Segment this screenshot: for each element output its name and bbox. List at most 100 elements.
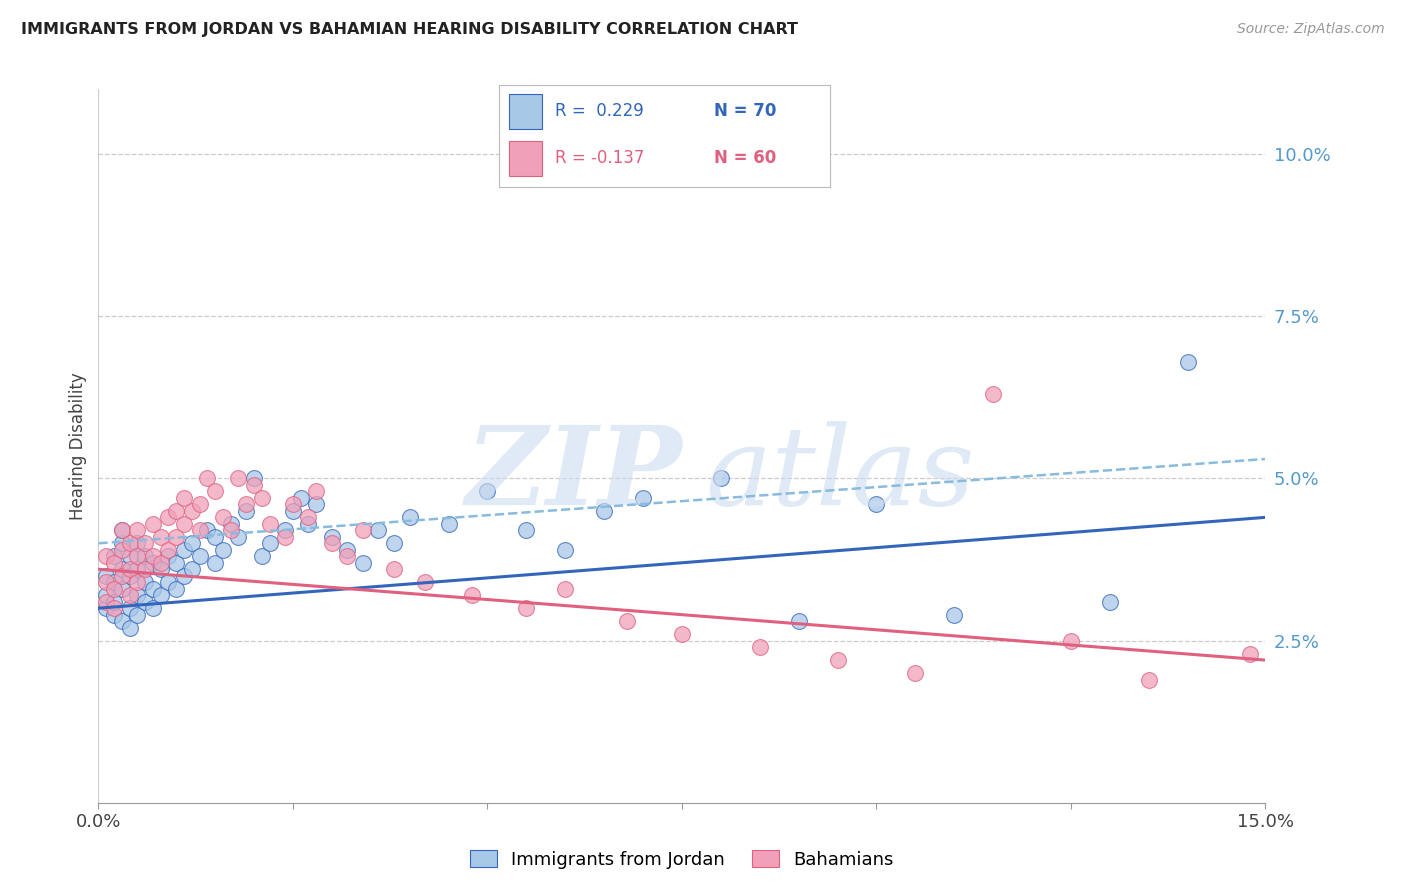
Point <box>118 621 141 635</box>
Point <box>118 562 141 576</box>
Point <box>103 549 125 564</box>
Point <box>118 549 141 564</box>
Point <box>616 614 638 628</box>
Point <box>134 595 156 609</box>
Point <box>1177 354 1199 368</box>
Point <box>127 562 149 576</box>
Point <box>195 524 218 538</box>
Point <box>142 556 165 570</box>
Point <box>149 530 172 544</box>
Text: R =  0.229: R = 0.229 <box>555 102 644 120</box>
Point <box>243 471 266 485</box>
Point <box>235 504 257 518</box>
Point <box>111 568 134 582</box>
Point <box>149 556 172 570</box>
Point <box>321 530 343 544</box>
Point <box>173 516 195 531</box>
Point <box>111 562 134 576</box>
Point <box>477 484 499 499</box>
Point <box>149 562 172 576</box>
Point <box>865 497 887 511</box>
Point <box>165 504 187 518</box>
Point <box>142 601 165 615</box>
Point <box>943 607 966 622</box>
Point <box>981 387 1004 401</box>
Point <box>204 484 226 499</box>
Point <box>382 536 405 550</box>
Point <box>111 542 134 557</box>
Point <box>118 601 141 615</box>
Point <box>165 556 187 570</box>
Point <box>127 588 149 602</box>
Point <box>142 582 165 596</box>
Point <box>96 601 118 615</box>
Point <box>180 504 202 518</box>
Point <box>96 595 118 609</box>
Point <box>515 601 537 615</box>
Point <box>710 471 733 485</box>
Point <box>195 471 218 485</box>
Point <box>367 524 389 538</box>
Point <box>204 530 226 544</box>
Point <box>787 614 810 628</box>
Bar <box>509 94 543 128</box>
Point <box>1239 647 1261 661</box>
Point <box>297 516 319 531</box>
Point <box>111 614 134 628</box>
Point <box>127 536 149 550</box>
Text: N = 70: N = 70 <box>714 102 776 120</box>
Point <box>165 530 187 544</box>
Point <box>180 562 202 576</box>
Point <box>297 510 319 524</box>
Point <box>204 556 226 570</box>
Point <box>134 536 156 550</box>
Point <box>748 640 770 654</box>
Point <box>127 549 149 564</box>
Point <box>127 607 149 622</box>
Point <box>118 568 141 582</box>
Point <box>188 549 211 564</box>
Bar <box>509 141 543 176</box>
Y-axis label: Hearing Disability: Hearing Disability <box>69 372 87 520</box>
Point <box>631 491 654 505</box>
Point <box>157 542 180 557</box>
Point <box>111 524 134 538</box>
Point <box>281 497 304 511</box>
Point <box>111 582 134 596</box>
Point <box>554 542 576 557</box>
Text: atlas: atlas <box>706 421 974 528</box>
Point <box>904 666 927 681</box>
Point <box>352 556 374 570</box>
Point <box>134 549 156 564</box>
Point <box>219 524 242 538</box>
Point <box>437 516 460 531</box>
Point <box>250 549 273 564</box>
Point <box>671 627 693 641</box>
Point <box>118 588 141 602</box>
Text: R = -0.137: R = -0.137 <box>555 149 645 167</box>
Point <box>157 575 180 590</box>
Point <box>173 491 195 505</box>
Point <box>103 607 125 622</box>
Point <box>461 588 484 602</box>
Point <box>382 562 405 576</box>
Point <box>281 504 304 518</box>
Point <box>336 542 359 557</box>
Point <box>274 524 297 538</box>
Text: N = 60: N = 60 <box>714 149 776 167</box>
Point <box>180 536 202 550</box>
Point <box>111 524 134 538</box>
Point <box>127 524 149 538</box>
Point <box>259 536 281 550</box>
Point <box>554 582 576 596</box>
Point <box>336 549 359 564</box>
Point <box>149 588 172 602</box>
Point <box>103 575 125 590</box>
Point <box>228 530 250 544</box>
Point <box>219 516 242 531</box>
Point <box>259 516 281 531</box>
Point <box>157 549 180 564</box>
Point <box>173 568 195 582</box>
Point <box>274 530 297 544</box>
Point <box>157 510 180 524</box>
